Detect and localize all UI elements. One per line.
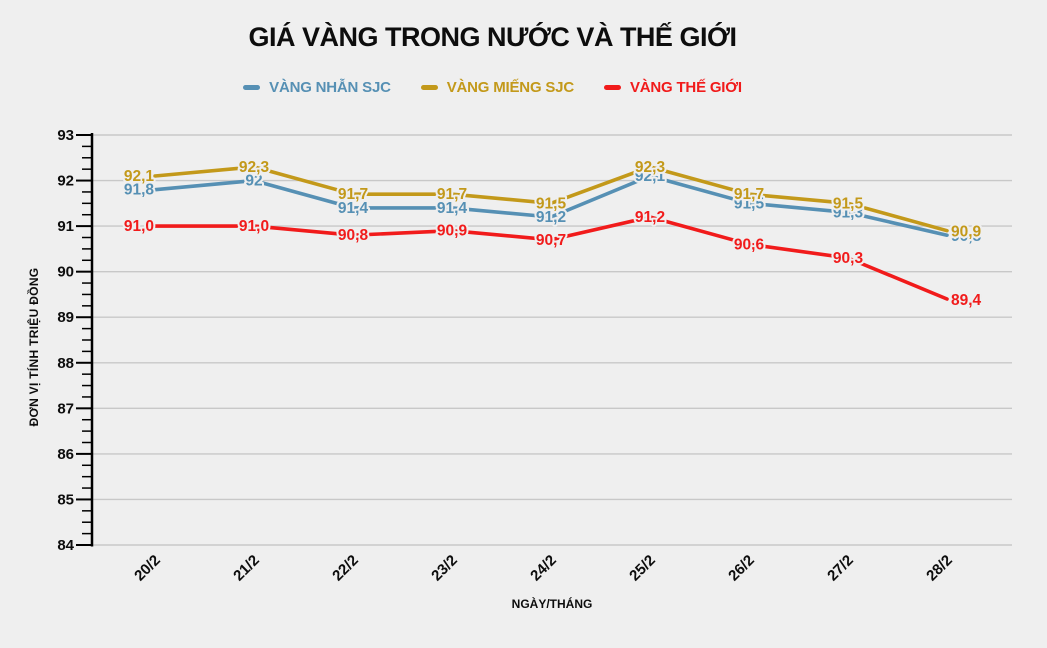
y-axis — [76, 133, 94, 547]
point-label: 91,2 — [536, 209, 566, 226]
y-tick-label: 87 — [57, 400, 74, 417]
point-label: 91,2 — [635, 209, 665, 226]
x-tick-label: 22/2 — [329, 552, 362, 585]
y-tick-label: 92 — [57, 173, 74, 190]
labels-vang-the-gioi: 91,0 91,090,8 90,990,791,290,690,389,4 — [122, 207, 984, 311]
series-vang-the-gioi — [153, 215, 949, 301]
chart-title: GIÁ VÀNG TRONG NƯỚC VÀ THẾ GIỚI — [248, 22, 737, 52]
point-label: 92,3 — [635, 159, 666, 176]
point-label: 90,8 — [338, 227, 369, 244]
y-tick-label: 90 — [57, 264, 74, 281]
point-label: 91,0 — [239, 218, 269, 235]
labels-vang-mieng-sjc: 92,192,391,7 91,791,592,391,791,590,9 — [122, 157, 984, 243]
chart-header: GIÁ VÀNG TRONG NƯỚC VÀ THẾ GIỚI VÀNG NHẪ… — [0, 0, 985, 96]
x-tick-label: 28/2 — [923, 552, 956, 585]
legend-item-vang-mieng-sjc[interactable]: VÀNG MIẾNG SJC — [420, 79, 574, 96]
y-tick-labels: 84 85 86 87 88 89 90 91 92 93 — [57, 127, 74, 554]
point-label: 92,1 — [124, 168, 155, 185]
chart-legend: VÀNG NHẪN SJC VÀNG MIẾNG SJC VÀNG THẾ GI… — [0, 79, 985, 96]
y-gridlines — [92, 134, 1012, 546]
y-tick-label: 88 — [57, 355, 74, 372]
y-tick-label: 93 — [57, 127, 74, 144]
legend-dash-icon — [243, 85, 261, 90]
legend-dash-icon — [420, 85, 438, 90]
point-label: 90,8 — [951, 228, 982, 245]
series-vang-nhan-sjc — [153, 174, 949, 237]
series-line — [153, 215, 949, 301]
point-label: 90,9 — [951, 224, 982, 241]
x-tick-label: 25/2 — [626, 552, 659, 585]
point-label: 90,9 — [437, 223, 468, 240]
point-label: 89,4 — [951, 292, 982, 309]
point-label: 91,5 — [536, 195, 567, 212]
point-label: 92 — [245, 173, 262, 190]
point-label: 92,1 — [635, 168, 666, 185]
x-tick-label: 21/2 — [230, 552, 263, 585]
point-label: 91,5 — [833, 195, 864, 212]
legend-item-vang-nhan-sjc[interactable]: VÀNG NHẪN SJC — [243, 79, 391, 96]
legend-label-vang-the-gioi: VÀNG THẾ GIỚI — [629, 79, 742, 96]
y-axis-title: ĐƠN VỊ TÍNH TRIỆU ĐỒNG — [26, 268, 41, 427]
x-tick-label: 23/2 — [428, 552, 461, 585]
point-label: 91,5 — [734, 195, 765, 212]
point-label: 92,3 — [239, 159, 270, 176]
y-tick-label: 85 — [57, 491, 74, 508]
point-label: 91,7 — [437, 186, 467, 203]
x-tick-labels: 20/2 21/2 22/2 23/2 24/2 25/2 26/2 27/2 28/2 — [131, 552, 956, 585]
point-label: 91,0 — [124, 218, 154, 235]
x-tick-label: 27/2 — [824, 552, 857, 585]
y-tick-label: 91 — [57, 218, 74, 235]
point-label: 90,3 — [833, 250, 864, 267]
series-line — [153, 174, 949, 237]
x-tick-label: 24/2 — [527, 552, 560, 585]
x-tick-label: 26/2 — [725, 552, 758, 585]
point-label: 90,7 — [536, 232, 566, 249]
legend-label-vang-mieng-sjc: VÀNG MIẾNG SJC — [446, 79, 574, 96]
series-vang-mieng-sjc — [153, 165, 949, 233]
y-tick-label: 86 — [57, 446, 74, 463]
point-label: 91,7 — [734, 186, 764, 203]
point-label: 91,8 — [124, 182, 155, 199]
series-line — [153, 165, 949, 233]
point-label: 91,4 — [437, 200, 468, 217]
legend-dash-icon — [603, 85, 621, 90]
point-label: 91,3 — [833, 204, 864, 221]
point-label: 91,7 — [338, 186, 368, 203]
y-tick-label: 89 — [57, 309, 74, 326]
x-axis-title: NGÀY/THÁNG — [512, 596, 593, 611]
point-label: 90,6 — [734, 236, 765, 253]
x-tick-label: 20/2 — [131, 552, 164, 585]
y-tick-label: 84 — [57, 537, 74, 554]
legend-item-vang-the-gioi[interactable]: VÀNG THẾ GIỚI — [603, 79, 742, 96]
legend-label-vang-nhan-sjc: VÀNG NHẪN SJC — [269, 79, 391, 96]
point-label: 91,4 — [338, 200, 369, 217]
